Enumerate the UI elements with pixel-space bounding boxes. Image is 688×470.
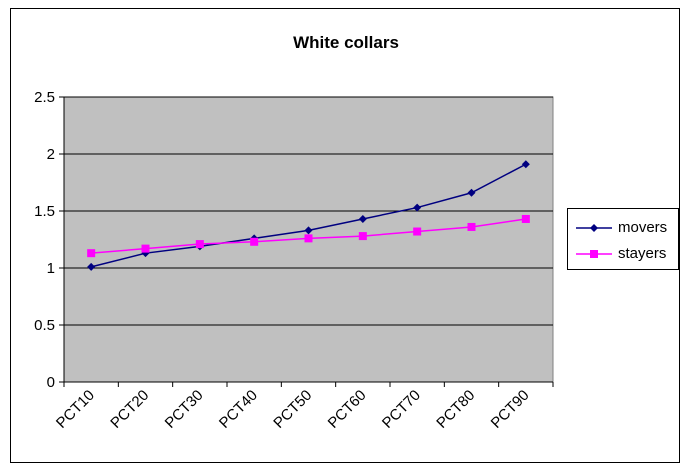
y-tick-label: 0.5 bbox=[34, 317, 55, 334]
x-tick-label: PCT80 bbox=[433, 387, 478, 432]
x-tick-label: PCT20 bbox=[107, 387, 152, 432]
x-tick-label: PCT40 bbox=[216, 387, 261, 432]
data-point-movers bbox=[413, 203, 422, 212]
data-point-stayers bbox=[467, 222, 476, 231]
data-point-movers bbox=[521, 160, 530, 169]
data-point-movers bbox=[467, 188, 476, 197]
x-tick-label: PCT90 bbox=[488, 387, 533, 432]
data-point-movers bbox=[87, 262, 96, 271]
y-tick-label: 0 bbox=[47, 374, 55, 391]
data-point-stayers bbox=[413, 227, 422, 236]
stayers-legend-marker-icon bbox=[576, 250, 612, 258]
x-tick-label: PCT10 bbox=[53, 387, 98, 432]
y-tick-label: 1.5 bbox=[34, 203, 55, 220]
data-point-movers bbox=[358, 214, 367, 223]
y-tick-label: 2 bbox=[47, 146, 55, 163]
data-point-stayers bbox=[250, 237, 259, 246]
x-tick-label: PCT30 bbox=[162, 387, 207, 432]
data-point-stayers bbox=[358, 232, 367, 241]
data-point-stayers bbox=[304, 234, 313, 243]
legend-item-movers: movers bbox=[568, 217, 678, 239]
legend-label-stayers: stayers bbox=[618, 245, 667, 262]
movers-legend-marker-icon bbox=[576, 224, 612, 232]
data-point-movers bbox=[304, 226, 313, 235]
chart-title: White collars bbox=[293, 33, 399, 52]
x-tick-label: PCT70 bbox=[379, 387, 424, 432]
data-point-stayers bbox=[521, 214, 530, 223]
legend-label-movers: movers bbox=[618, 219, 668, 236]
x-tick-label: PCT60 bbox=[325, 387, 370, 432]
data-point-stayers bbox=[87, 249, 96, 258]
legend: movers stayers bbox=[567, 208, 679, 270]
y-tick-label: 2.5 bbox=[34, 89, 55, 106]
data-point-stayers bbox=[141, 244, 150, 253]
data-point-stayers bbox=[195, 240, 204, 249]
x-tick-label: PCT50 bbox=[270, 387, 315, 432]
y-tick-label: 1 bbox=[47, 260, 55, 277]
legend-item-stayers: stayers bbox=[568, 243, 678, 265]
